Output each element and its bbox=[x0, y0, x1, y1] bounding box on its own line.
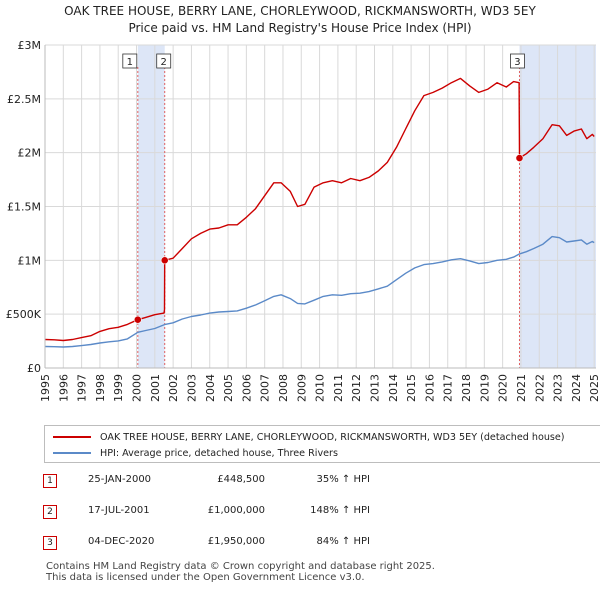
sale-marker-box-1 bbox=[122, 53, 138, 69]
y-tick-label: £1.5M bbox=[7, 201, 41, 214]
x-tick-label: 2009 bbox=[295, 374, 308, 402]
x-tick-label: 2007 bbox=[259, 374, 272, 402]
x-tick-label: 2003 bbox=[185, 374, 198, 402]
series-line-property bbox=[44, 77, 595, 342]
x-tick-label: 1999 bbox=[112, 374, 125, 402]
footer-line-2: This data is licensed under the Open Gov… bbox=[46, 572, 365, 583]
x-tick-label: 2025 bbox=[588, 374, 600, 402]
x-tick-label: 2001 bbox=[149, 374, 162, 402]
x-tick-label: 1998 bbox=[94, 374, 107, 402]
table-row: 3 04-DEC-2020 £1,950,000 84% ↑ HPI bbox=[0, 532, 600, 554]
sale-date: 04-DEC-2020 bbox=[88, 536, 155, 547]
x-tick-label: 2002 bbox=[167, 374, 180, 402]
x-tick-label: 2000 bbox=[131, 374, 144, 402]
sale-point-2 bbox=[160, 256, 169, 265]
sale-hpi-change: 84% ↑ HPI bbox=[316, 536, 370, 547]
legend-item-hpi: HPI: Average price, detached house, Thre… bbox=[53, 445, 338, 461]
x-tick-label: 2010 bbox=[314, 374, 327, 402]
sale-marker-box-2 bbox=[156, 53, 172, 69]
y-tick-label: £1M bbox=[18, 254, 42, 267]
sale-point-1 bbox=[133, 315, 142, 324]
x-tick-label: 2005 bbox=[222, 374, 235, 402]
x-tick-label: 2019 bbox=[478, 374, 491, 402]
x-tick-label: 1995 bbox=[39, 374, 52, 402]
x-tick-label: 2023 bbox=[552, 374, 565, 402]
x-tick-label: 2014 bbox=[387, 374, 400, 402]
x-tick-label: 2006 bbox=[240, 374, 253, 402]
series-line-hpi bbox=[44, 235, 595, 348]
sale-number-badge: 1 bbox=[43, 474, 57, 488]
x-tick-label: 2024 bbox=[570, 374, 583, 402]
legend: OAK TREE HOUSE, BERRY LANE, CHORLEYWOOD,… bbox=[44, 425, 600, 463]
x-tick-label: 2022 bbox=[533, 374, 546, 402]
title-line-1: OAK TREE HOUSE, BERRY LANE, CHORLEYWOOD,… bbox=[64, 4, 536, 18]
price-chart: £0 £500K £1M £1.5M £2M £2.5M £3M 1995 1996 1997 19… bbox=[6, 39, 600, 402]
x-tick-label: 2004 bbox=[204, 374, 217, 402]
sale-price: £1,000,000 bbox=[207, 505, 265, 516]
sale-point-3 bbox=[515, 154, 524, 162]
legend-label-property: OAK TREE HOUSE, BERRY LANE, CHORLEYWOOD,… bbox=[100, 431, 565, 443]
y-tick-label: £2M bbox=[18, 147, 42, 160]
sale-marker-box-3 bbox=[510, 53, 525, 69]
y-tick-label: £3M bbox=[18, 39, 42, 52]
sale-hpi-change: 35% ↑ HPI bbox=[316, 474, 370, 485]
x-tick-label: 2015 bbox=[405, 374, 418, 402]
x-tick-label: 2012 bbox=[350, 374, 363, 402]
x-tick-label: 2017 bbox=[442, 374, 455, 402]
y-tick-label: £2.5M bbox=[7, 93, 41, 106]
sale-marker-label-1: 1 bbox=[127, 57, 133, 68]
x-tick-label: 2018 bbox=[460, 374, 473, 402]
table-row: 2 17-JUL-2001 £1,000,000 148% ↑ HPI bbox=[0, 501, 600, 523]
footer-line-1: Contains HM Land Registry data © Crown c… bbox=[46, 561, 435, 572]
x-tick-label: 1997 bbox=[76, 374, 89, 402]
legend-swatch-hpi bbox=[53, 452, 91, 454]
legend-swatch-property bbox=[53, 436, 91, 438]
x-tick-label: 2020 bbox=[497, 374, 510, 402]
sale-date: 25-JAN-2000 bbox=[88, 474, 152, 485]
legend-item-property: OAK TREE HOUSE, BERRY LANE, CHORLEYWOOD,… bbox=[53, 429, 565, 445]
title-line-2: Price paid vs. HM Land Registry's House … bbox=[128, 21, 472, 35]
x-tick-label: 2016 bbox=[423, 374, 436, 402]
sale-date: 17-JUL-2001 bbox=[88, 505, 150, 516]
table-row: 1 25-JAN-2000 £448,500 35% ↑ HPI bbox=[0, 470, 600, 492]
sale-number-badge: 2 bbox=[43, 505, 57, 519]
sale-marker-label-2: 2 bbox=[161, 57, 167, 68]
sale-number-badge: 3 bbox=[43, 536, 57, 550]
sale-hpi-change: 148% ↑ HPI bbox=[310, 505, 370, 516]
sale-marker-label-3: 3 bbox=[514, 57, 520, 68]
y-tick-label: £0 bbox=[27, 362, 41, 375]
y-tick-label: £500K bbox=[6, 308, 42, 321]
sale-price: £1,950,000 bbox=[207, 536, 265, 547]
x-tick-label: 2021 bbox=[515, 374, 528, 402]
x-tick-label: 2013 bbox=[369, 374, 382, 402]
x-tick-label: 1996 bbox=[57, 374, 70, 402]
footer-credits: Contains HM Land Registry data © Crown c… bbox=[46, 561, 435, 583]
x-tick-label: 2011 bbox=[332, 374, 345, 402]
sale-price: £448,500 bbox=[217, 474, 265, 485]
chart-title: OAK TREE HOUSE, BERRY LANE, CHORLEYWOOD,… bbox=[0, 3, 600, 37]
x-tick-label: 2008 bbox=[277, 374, 290, 402]
legend-label-hpi: HPI: Average price, detached house, Thre… bbox=[100, 447, 338, 459]
